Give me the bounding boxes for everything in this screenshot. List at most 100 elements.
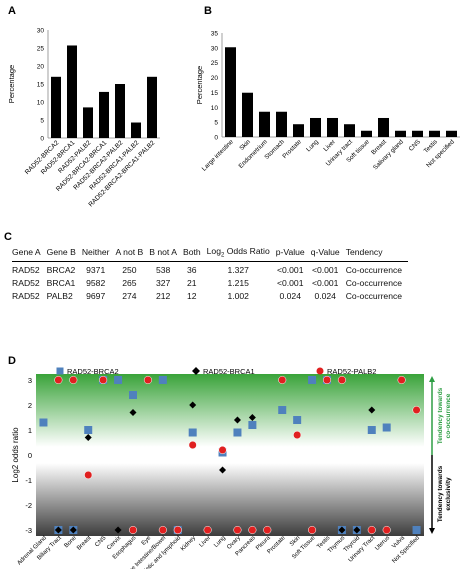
x-tick-label: Not Specified — [391, 535, 420, 564]
cell: BRCA2 — [46, 264, 76, 275]
log-rest: Odds Ratio — [224, 246, 270, 256]
bar — [67, 45, 77, 139]
col-p-value: p-Value — [275, 246, 311, 262]
y-tick-label: 25 — [211, 60, 219, 67]
point-brca1 — [114, 526, 122, 534]
bar — [378, 117, 389, 137]
cell: 1.327 — [227, 264, 249, 275]
bar — [361, 130, 372, 137]
point-brca2 — [188, 428, 197, 437]
cooccurrence-arrow-head — [429, 376, 435, 382]
cell: 1.002 — [227, 290, 249, 301]
cell: 274 — [122, 290, 137, 301]
point-palb2 — [412, 405, 421, 415]
table-row: RAD52 PALB2 9697 274 212 12 1.002 0.024 … — [12, 288, 408, 301]
panel-d-chart: D Log2 odds ratio -3 -2 -1 0 1 2 3 RAD52-BRCA2 R… — [8, 355, 452, 569]
x-tick-label: Lung — [305, 138, 320, 153]
bar — [147, 76, 157, 138]
cell: <0.001 — [311, 264, 339, 275]
y-tick-label: 35 — [211, 31, 219, 38]
point-palb2 — [173, 525, 182, 535]
point-brca2 — [39, 418, 48, 427]
point-brca2 — [129, 391, 137, 399]
x-tick-label: Liver — [199, 535, 212, 548]
panel-c-label: C — [4, 231, 12, 243]
col-gene-a: Gene A — [12, 246, 47, 262]
panel-c-label-svg: C — [4, 231, 12, 243]
panel-d-ylabel: Log2 odds ratio — [11, 427, 20, 483]
x-tick-label: Lung — [213, 535, 227, 549]
point-palb2 — [397, 375, 406, 385]
bar — [395, 130, 406, 137]
point-palb2 — [218, 445, 227, 455]
bar — [412, 130, 423, 137]
y-tick-label: 10 — [37, 100, 45, 107]
cell: RAD52 — [12, 264, 40, 275]
bar — [293, 124, 304, 137]
point-brca1 — [84, 434, 92, 441]
cell: 36 — [187, 264, 197, 275]
col-tendency: Tendency — [345, 246, 409, 262]
point-brca1 — [353, 526, 361, 534]
y-tick-label: 0 — [40, 136, 44, 143]
point-brca1 — [69, 526, 77, 534]
cell: 9697 — [86, 290, 106, 301]
x-tick-label: Skin — [289, 535, 301, 547]
bar — [131, 122, 141, 138]
point-brca2 — [293, 416, 302, 424]
panel-b-label: B — [204, 5, 212, 17]
col-neither: Neither — [81, 246, 116, 262]
panel-b-ylabel: Percentage — [195, 66, 204, 104]
cell: 250 — [122, 264, 137, 275]
cell: 1.215 — [227, 277, 249, 288]
bar — [344, 124, 355, 137]
cell: Co-occurrence — [345, 264, 403, 275]
bar — [242, 92, 253, 137]
cell: 12 — [187, 290, 197, 301]
cell: <0.001 — [276, 277, 304, 288]
y-tick-label: 15 — [211, 90, 219, 97]
bar — [115, 84, 125, 138]
legend-label: RAD52-BRCA1 — [203, 367, 255, 376]
cell: 538 — [155, 264, 171, 275]
panel-b-chart: B Percentage 0 5 10 15 20 25 30 35 Large intesti… — [195, 5, 460, 173]
panel-c: C Gene A Gene B Neither A not B B not A … — [0, 228, 474, 308]
cell: 9371 — [86, 264, 106, 275]
cell: BRCA1 — [46, 277, 76, 288]
point-palb2 — [263, 525, 272, 535]
cooccurrence-annotation-2: co-occurrence — [445, 393, 452, 438]
y-tick-label: 30 — [37, 28, 45, 35]
legend-marker-diamond — [192, 367, 200, 375]
point-palb2 — [188, 440, 197, 450]
point-brca2 — [278, 406, 287, 414]
legend-label: RAD52-PALB2 — [327, 367, 376, 376]
x-tick-label: CNS — [408, 138, 422, 152]
bar — [259, 111, 270, 137]
x-tick-label: Eye — [141, 535, 153, 547]
log-sub: 2 — [221, 252, 225, 259]
point-palb2 — [158, 525, 167, 535]
point-palb2 — [367, 525, 376, 535]
table-header-row: Gene A Gene B Neither A not B B not A Bo… — [12, 246, 409, 262]
point-brca2 — [367, 426, 376, 434]
col-b-not-a: B not A — [149, 246, 183, 262]
y-tick-label: -2 — [25, 501, 32, 510]
point-brca1 — [368, 406, 376, 414]
col-both: Both — [182, 246, 207, 262]
bar — [225, 47, 236, 137]
point-brca1 — [189, 401, 197, 409]
cooccurrence-table: Gene A Gene B Neither A not B B not A Bo… — [12, 246, 409, 301]
bar — [310, 117, 321, 137]
legend-marker-square — [56, 367, 64, 375]
y-tick-label: 20 — [211, 75, 219, 82]
cell: 9582 — [86, 277, 106, 288]
y-tick-label: 1 — [28, 426, 32, 435]
log-base: Log — [206, 246, 221, 256]
point-palb2 — [308, 525, 317, 535]
panel-d-label: D — [8, 355, 16, 367]
point-palb2 — [293, 430, 302, 440]
y-tick-label: 30 — [211, 45, 219, 52]
y-tick-label: 5 — [40, 118, 44, 125]
bar — [83, 107, 93, 138]
point-brca2 — [308, 376, 317, 384]
